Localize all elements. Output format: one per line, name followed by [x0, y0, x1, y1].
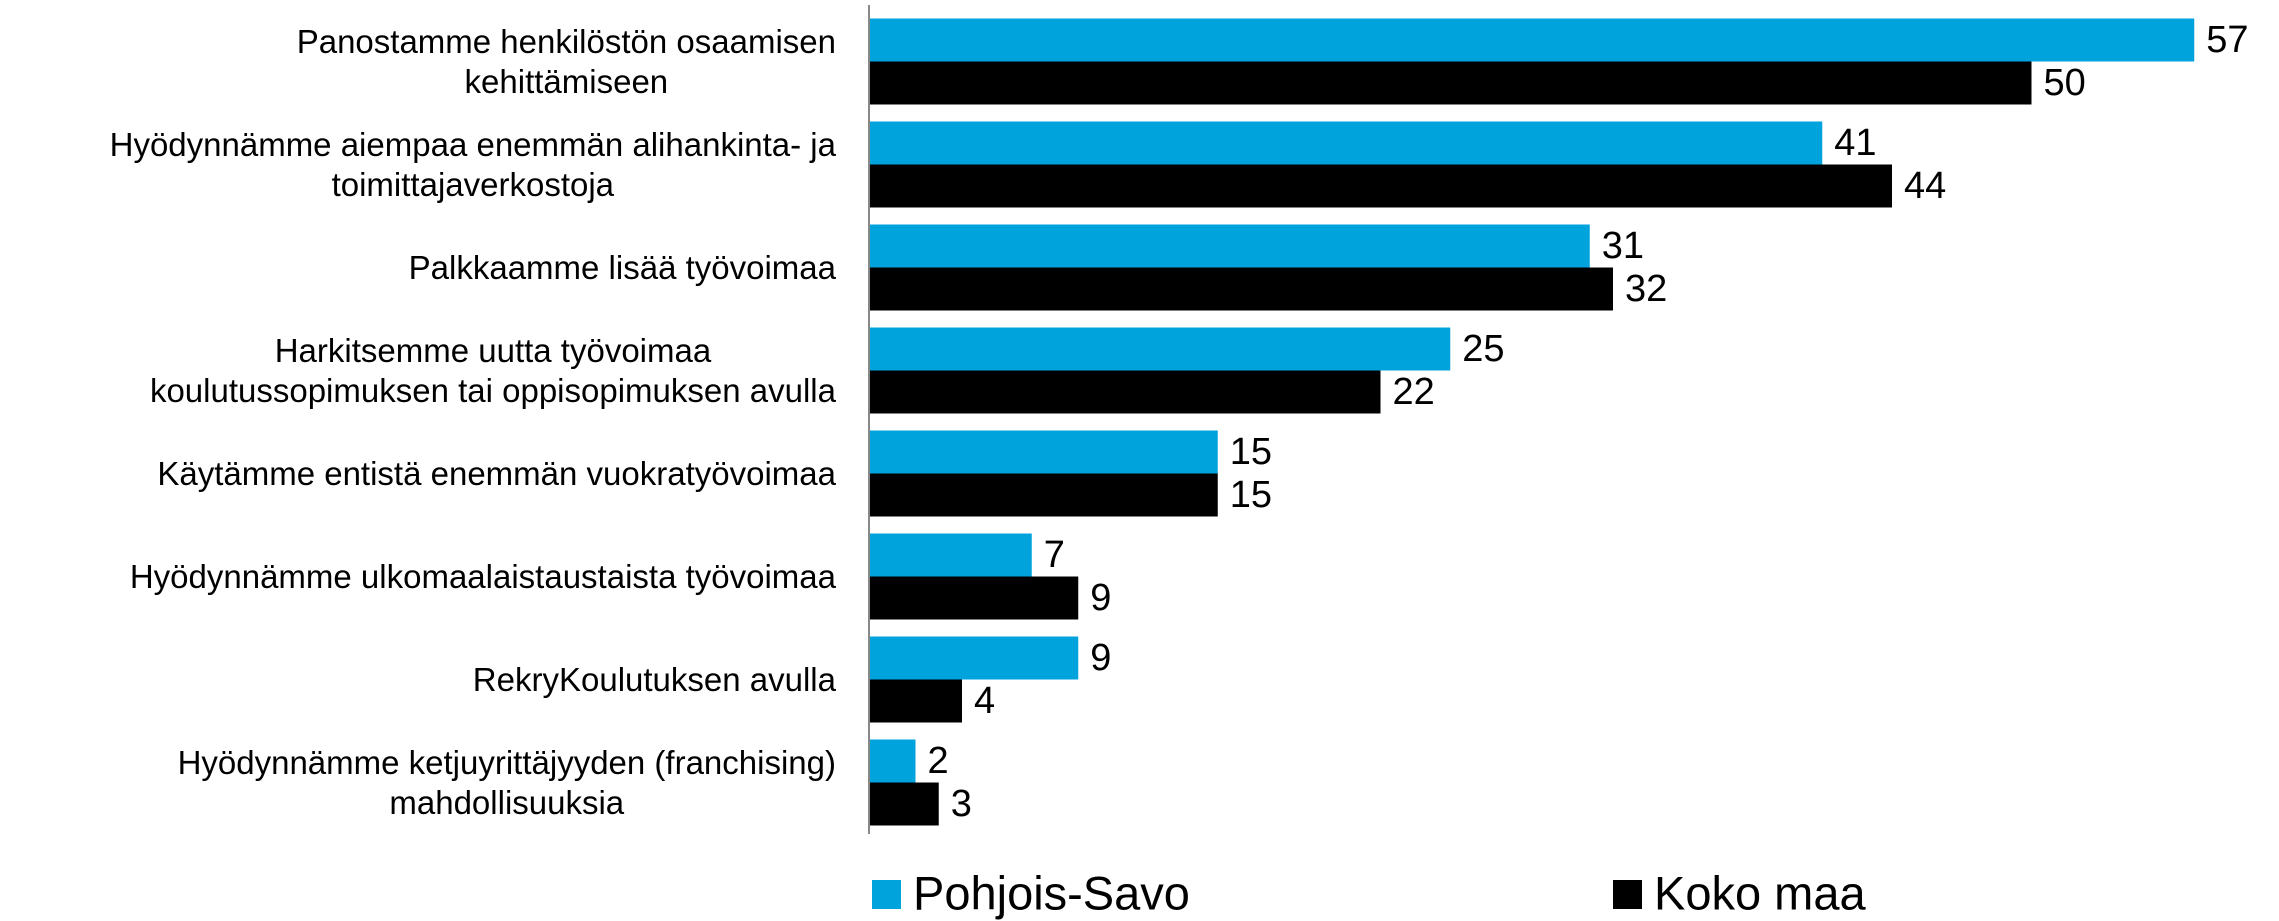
value-label: 50 — [2044, 62, 2086, 104]
bar — [869, 121, 1823, 165]
value-label: 25 — [1462, 328, 1504, 370]
bar — [869, 267, 1613, 311]
value-label: 15 — [1230, 474, 1272, 516]
value-label: 41 — [1834, 122, 1876, 164]
value-label: 4 — [974, 680, 995, 722]
category-label: Hyödynnämme aiempaa enemmän alihankinta-… — [109, 125, 836, 203]
value-label: 44 — [1904, 165, 1946, 207]
value-label: 7 — [1044, 534, 1065, 576]
category-label: Panostamme henkilöstön osaamisen kehittä… — [296, 22, 836, 100]
bar — [869, 576, 1079, 620]
value-label: 15 — [1230, 431, 1272, 473]
value-label: 2 — [928, 740, 949, 782]
value-label: 32 — [1625, 268, 1667, 310]
bar — [869, 430, 1218, 474]
bar — [869, 61, 2032, 105]
bar — [869, 18, 2195, 62]
bar — [869, 679, 962, 723]
bar — [869, 164, 1892, 208]
legend-label: Pohjois-Savo — [913, 866, 1190, 919]
bar — [869, 782, 939, 826]
bar — [869, 739, 916, 783]
value-label: 9 — [1090, 637, 1111, 679]
category-label: Harkitsemme uutta työvoimaa koulutussopi… — [149, 331, 836, 409]
legend-label: Koko maa — [1654, 866, 1866, 919]
category-label: Hyödynnämme ketjuyrittäjyyden (franchisi… — [177, 743, 836, 821]
legend-swatch — [872, 880, 901, 909]
bar — [869, 370, 1381, 414]
bar — [869, 636, 1079, 680]
bar — [869, 533, 1032, 577]
category-label: Palkkaamme lisää työvoimaa — [408, 248, 836, 286]
bar — [869, 224, 1590, 268]
legend-swatch — [1613, 880, 1642, 909]
value-label: 3 — [951, 783, 972, 825]
value-label: 31 — [1602, 225, 1644, 267]
bar — [869, 473, 1218, 517]
category-label: RekryKoulutuksen avulla — [472, 660, 836, 698]
value-label: 9 — [1090, 577, 1111, 619]
category-label: Hyödynnämme ulkomaalaistaustaista työvoi… — [129, 557, 836, 595]
value-label: 22 — [1393, 371, 1435, 413]
value-label: 57 — [2206, 19, 2248, 61]
bar — [869, 327, 1451, 371]
category-label: Käytämme entistä enemmän vuokratyövoimaa — [157, 454, 836, 492]
